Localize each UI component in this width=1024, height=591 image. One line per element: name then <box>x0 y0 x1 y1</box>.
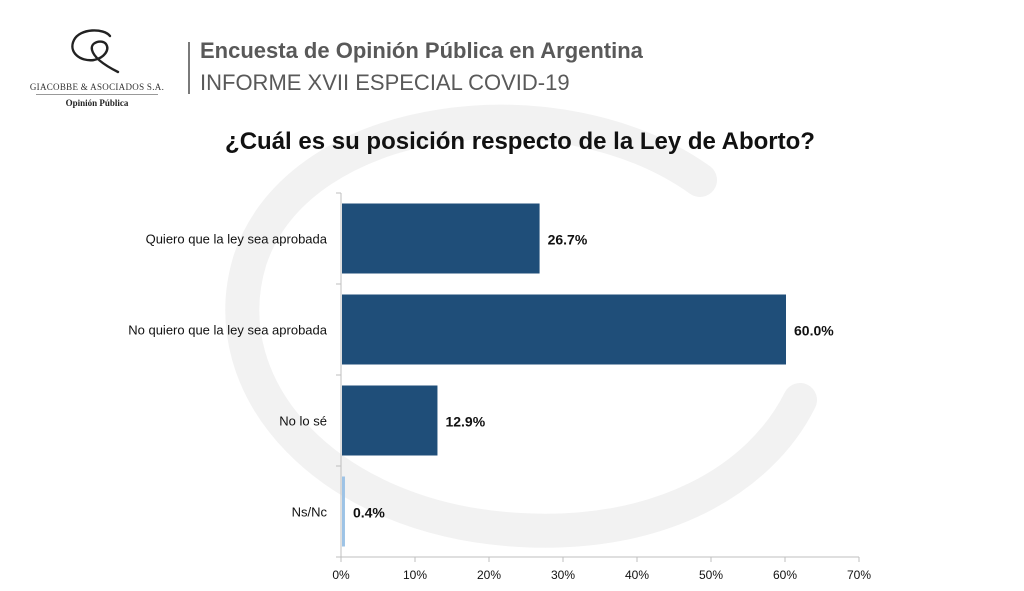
x-tick-label: 70% <box>847 568 871 582</box>
x-tick-label: 10% <box>403 568 427 582</box>
company-logo: GIACOBBE & ASOCIADOS S.A. Opinión Públic… <box>22 22 172 117</box>
data-label: 26.7% <box>548 232 588 248</box>
x-tick-label: 20% <box>477 568 501 582</box>
data-label: 12.9% <box>445 414 485 430</box>
bar <box>342 385 438 456</box>
report-subtitle: INFORME XVII ESPECIAL COVID-19 <box>200 70 570 95</box>
report-title: Encuesta de Opinión Pública en Argentina <box>200 38 643 63</box>
data-label: 0.4% <box>353 505 385 521</box>
bar <box>342 476 345 547</box>
giacobbe-g-logo-icon <box>71 29 120 74</box>
category-label: No lo sé <box>279 414 327 429</box>
x-tick-label: 0% <box>332 568 350 582</box>
bar <box>342 294 786 365</box>
x-tick-label: 30% <box>551 568 575 582</box>
data-label: 60.0% <box>794 323 834 339</box>
company-tagline: Opinión Pública <box>65 98 129 108</box>
x-tick-label: 50% <box>699 568 723 582</box>
category-label: Quiero que la ley sea aprobada <box>146 232 328 247</box>
category-label: No quiero que la ley sea aprobada <box>128 323 328 338</box>
bar <box>342 203 540 274</box>
company-name: GIACOBBE & ASOCIADOS S.A. <box>29 82 165 92</box>
category-label: Ns/Nc <box>292 505 328 520</box>
header-divider <box>188 42 190 94</box>
chart-title: ¿Cuál es su posición respecto de la Ley … <box>225 128 815 155</box>
x-tick-label: 60% <box>773 568 797 582</box>
logo-divider <box>36 94 158 95</box>
x-tick-label: 40% <box>625 568 649 582</box>
